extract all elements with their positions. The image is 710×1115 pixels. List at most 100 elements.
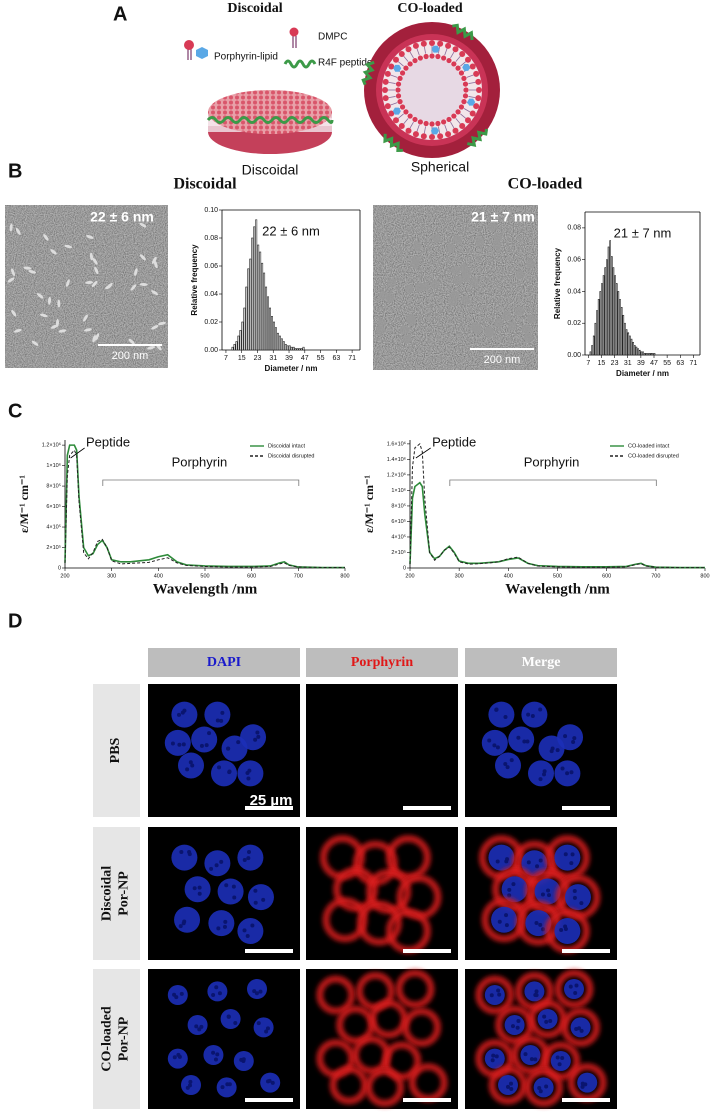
particle [106,282,113,289]
particle [23,266,32,270]
particle [387,278,397,288]
nucleolus [216,926,221,931]
particle [89,252,94,261]
nucleolus [233,1020,238,1025]
micrograph [306,827,458,960]
histogram-bar [286,345,289,351]
nucleolus [494,1054,499,1059]
nucleolus [236,740,241,745]
nucleolus [261,897,266,902]
x-tick-label: 600 [602,573,611,579]
histogram-bar [625,329,628,356]
lipid-tail [403,118,409,124]
nucleus [191,726,218,753]
lipid-tail [468,96,476,99]
lipid-head [465,56,472,63]
lipid-tail [466,74,474,78]
nucleolus [242,928,247,933]
nucleolus [548,1018,553,1023]
nucleolus [172,1055,177,1060]
nucleolus [227,1082,232,1087]
particle [450,290,460,300]
porphyrin [392,107,401,115]
band-bracket [102,479,300,486]
lipid-head [429,134,435,140]
nucleus [237,918,264,945]
particle [461,296,471,306]
nucleolus [227,769,232,774]
particle [92,257,98,265]
particle [450,265,460,275]
scale-bar-label: 200 nm [112,350,149,362]
histogram-bar [653,353,656,356]
nucleolus [538,858,543,863]
lipid-tail [468,81,476,84]
particle [151,256,157,264]
lipid-tail [416,124,420,132]
peptide [383,133,403,153]
peptide [361,60,375,86]
nucleolus [542,772,547,777]
particle [58,329,67,333]
lipid-head [465,117,472,124]
nucleolus [188,760,193,765]
nucleolus [181,742,186,747]
nucleus [211,760,237,787]
nucleolus [197,891,202,896]
nucleolus [497,919,502,924]
particle [83,314,88,322]
lipid-head [382,95,389,102]
y-tick-label: 4×10⁵ [46,523,61,530]
x-tick-label: 39 [285,355,293,362]
particle [488,222,498,232]
nucleus [167,1048,188,1069]
histogram-bar [231,346,234,351]
lipid-head [437,40,444,47]
particle [412,241,422,251]
micrograph [306,684,458,817]
nucleolus [537,1086,542,1091]
y-tick-label: 0.08 [567,225,581,232]
lipid-head [451,61,457,67]
nucleus [204,701,231,728]
nucleus [247,884,274,911]
nucleolus [569,770,574,775]
nucleolus [538,1089,543,1094]
y-tick-label: 0.04 [204,291,218,298]
particle [15,227,21,235]
lipid-tail [398,113,404,119]
scale-bar-label: 200 nm [484,354,521,366]
particle [139,254,146,261]
y-tick-label: 1.6×10⁶ [387,440,406,447]
lipid-tail [416,48,420,56]
nucleolus [256,734,261,739]
nucleolus [579,901,584,906]
porphyrin [430,127,439,135]
x-tick-label: 800 [340,573,349,579]
y-axis-label: Relative frequency [190,244,199,316]
y-tick-label: 0.02 [204,319,218,326]
lipid-tail [403,56,409,62]
particle [377,318,387,328]
lipid-tail [423,46,426,54]
nucleolus [185,1085,190,1090]
x-tick-label: 23 [254,355,262,362]
nucleolus [555,748,560,753]
lipid-head [473,70,480,77]
nucleolus [187,849,192,854]
nucleolus [489,993,494,998]
nucleus [488,701,515,728]
scale-bar [562,1098,610,1102]
nucleus [564,884,591,911]
nucleolus [258,989,263,994]
nucleolus [507,887,512,892]
scheme-legend-icons [184,27,317,69]
x-tick-label: 15 [598,360,606,367]
nucleolus [223,919,228,924]
nucleolus [569,861,574,866]
x-tick-label: 200 [405,573,414,579]
x-tick-label: 71 [348,355,356,362]
particle [43,234,49,241]
nucleolus [492,743,497,748]
